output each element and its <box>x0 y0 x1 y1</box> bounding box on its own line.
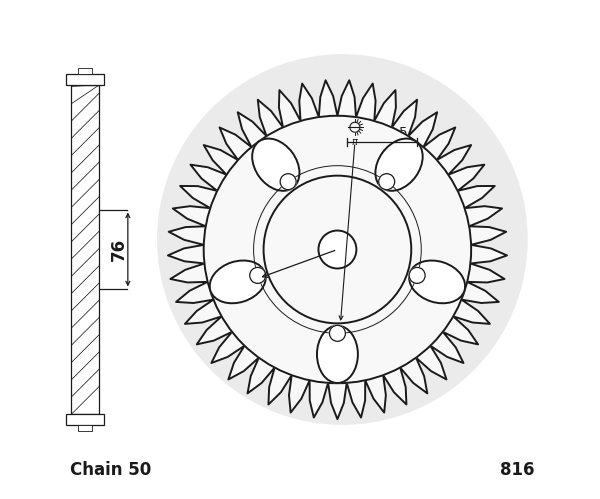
Bar <box>79 68 92 74</box>
Text: 100: 100 <box>290 251 322 266</box>
Circle shape <box>158 55 527 424</box>
Text: Mikes: Mikes <box>202 258 418 320</box>
Polygon shape <box>168 80 507 419</box>
Circle shape <box>250 267 266 283</box>
Text: 10.5: 10.5 <box>379 126 408 139</box>
Ellipse shape <box>252 139 299 191</box>
Bar <box>67 414 104 425</box>
Circle shape <box>280 174 296 190</box>
Text: 76: 76 <box>110 238 128 261</box>
Circle shape <box>379 174 395 190</box>
Text: $\pi$: $\pi$ <box>351 137 359 147</box>
Circle shape <box>203 116 471 383</box>
Bar <box>67 74 104 85</box>
Bar <box>71 85 100 414</box>
Ellipse shape <box>376 139 422 191</box>
Circle shape <box>409 267 425 283</box>
Text: 816: 816 <box>500 461 535 479</box>
Circle shape <box>329 325 346 341</box>
Bar <box>79 425 92 431</box>
Text: Chain 50: Chain 50 <box>70 461 152 479</box>
Ellipse shape <box>317 326 358 383</box>
Ellipse shape <box>409 260 465 303</box>
Circle shape <box>263 176 411 323</box>
Circle shape <box>319 231 356 268</box>
Ellipse shape <box>210 260 266 303</box>
